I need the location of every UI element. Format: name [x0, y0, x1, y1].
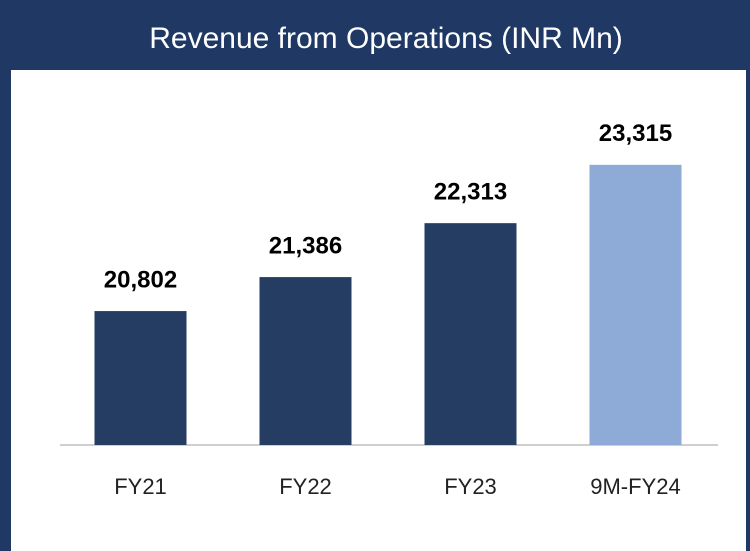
bar	[589, 164, 682, 445]
data-label: 20,802	[104, 266, 177, 293]
data-label: 22,313	[434, 178, 507, 205]
data-label: 21,386	[269, 232, 342, 259]
title-banner	[0, 0, 750, 70]
x-tick-label: FY23	[444, 474, 497, 499]
x-tick-label: FY21	[114, 474, 167, 499]
bar	[424, 223, 517, 445]
data-label: 23,315	[599, 120, 672, 147]
right-border	[746, 0, 750, 551]
chart-title: Revenue from Operations (INR Mn)	[149, 22, 623, 55]
bar	[94, 311, 187, 445]
left-border	[0, 0, 11, 551]
x-tick-label: 9M-FY24	[590, 474, 680, 499]
bar	[259, 277, 352, 445]
x-tick-label: FY22	[279, 474, 332, 499]
